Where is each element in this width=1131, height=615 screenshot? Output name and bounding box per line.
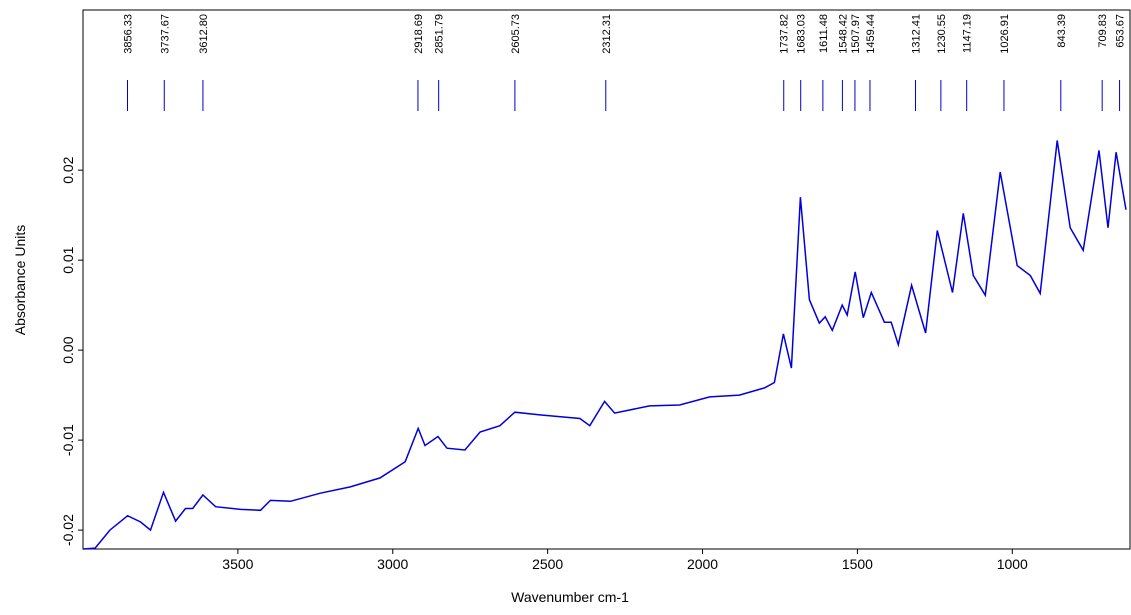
peak-label: 709.83	[1097, 14, 1109, 48]
y-tick-label: -0.01	[60, 424, 76, 456]
peak-label: 653.67	[1115, 14, 1127, 48]
peak-label: 3737.67	[159, 14, 171, 54]
y-tick-label: 0.02	[60, 156, 76, 183]
peak-label: 1312.41	[911, 14, 923, 54]
peak-label: 2851.79	[434, 14, 446, 54]
peak-label: 843.39	[1056, 14, 1068, 48]
x-tick-label: 3000	[377, 556, 408, 572]
peak-label: 1683.03	[796, 14, 808, 54]
peak-label: 1548.42	[837, 14, 849, 54]
y-tick-label: 0.00	[60, 336, 76, 363]
peak-label: 1737.82	[779, 14, 791, 54]
x-tick-label: 1000	[997, 556, 1028, 572]
y-tick-label: -0.02	[60, 514, 76, 546]
x-tick-label: 2500	[532, 556, 563, 572]
x-axis-label: Wavenumber cm-1	[511, 589, 629, 605]
y-axis-label: Absorbance Units	[12, 225, 28, 336]
peak-label: 1230.55	[936, 14, 948, 54]
plot-frame	[83, 10, 1130, 549]
peak-label: 3612.80	[198, 14, 210, 54]
peak-label: 1507.97	[850, 14, 862, 54]
x-tick-label: 3500	[222, 556, 253, 572]
peak-label: 2918.69	[413, 14, 425, 54]
peak-label: 3856.33	[123, 14, 135, 54]
peak-label: 1026.91	[999, 14, 1011, 54]
spectrum-line	[83, 141, 1126, 550]
y-tick-label: 0.01	[60, 246, 76, 273]
peak-label: 1459.44	[865, 14, 877, 54]
chart: Wavenumber cm-1 Absorbance Units 3500 300…	[0, 0, 1131, 610]
peak-label: 2312.31	[601, 14, 613, 54]
peak-label: 2605.73	[510, 14, 522, 54]
peak-label: 1611.48	[818, 14, 830, 53]
x-tick-label: 1500	[842, 556, 873, 572]
peak-label: 1147.19	[962, 14, 974, 53]
x-tick-label: 2000	[687, 556, 718, 572]
